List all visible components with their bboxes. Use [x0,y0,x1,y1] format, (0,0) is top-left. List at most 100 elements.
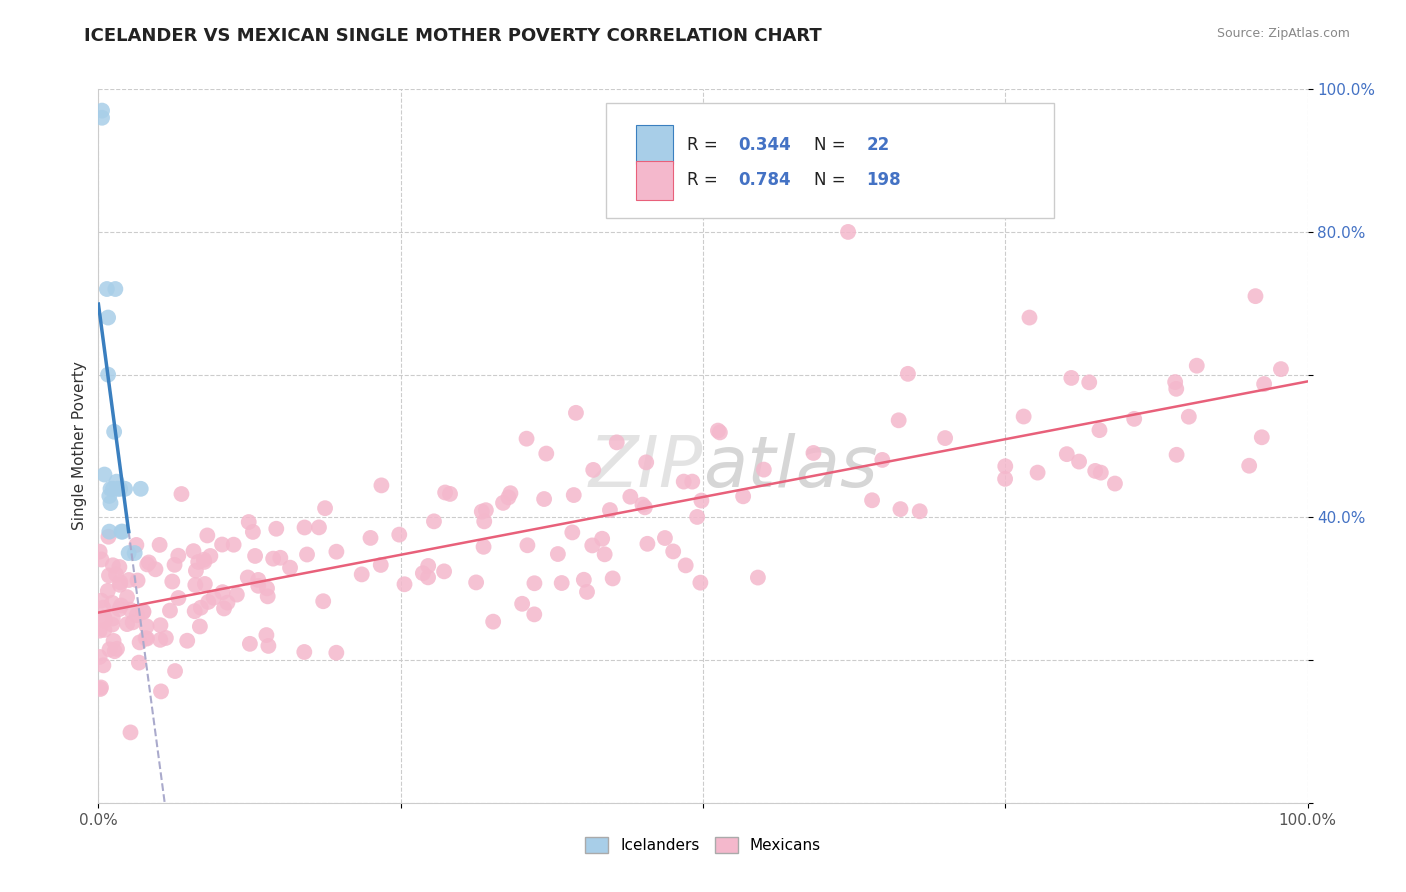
Point [434,485,457,500]
Point [105,641,128,656]
Point [115,590,138,604]
Point [163,558,186,572]
Point [90,593,112,607]
Point [606,435,628,450]
Point [350,567,373,582]
Point [105,475,128,489]
Point [90,681,112,695]
Text: R =: R = [688,171,723,189]
Point [370,478,392,492]
Point [176,633,198,648]
Point [572,573,595,587]
Point [98,524,121,539]
Point [243,549,266,563]
FancyBboxPatch shape [637,125,672,164]
Point [89,544,111,558]
Point [97,583,120,598]
Point [994,472,1017,486]
Point [897,367,920,381]
Point [190,600,212,615]
Point [325,545,347,559]
Point [689,575,711,590]
Point [90,552,112,566]
Point [124,546,146,560]
Point [388,527,411,541]
Point [183,544,205,558]
Y-axis label: Single Mother Poverty: Single Mother Poverty [72,361,87,531]
Point [634,500,657,515]
Point [1250,430,1272,444]
Text: ZIP: ZIP [589,433,703,502]
Point [1164,375,1187,389]
Point [125,538,148,552]
Point [565,406,588,420]
Text: ICELANDER VS MEXICAN SINGLE MOTHER POVERTY CORRELATION CHART: ICELANDER VS MEXICAN SINGLE MOTHER POVER… [84,27,823,45]
Point [662,544,685,558]
Point [93,610,115,624]
Point [837,225,859,239]
Point [150,684,173,698]
Point [110,575,132,590]
Point [165,664,187,678]
Text: 0.344: 0.344 [738,136,790,153]
Point [125,608,148,623]
Point [547,547,569,561]
Point [360,531,382,545]
Point [593,547,616,561]
Point [591,532,613,546]
Text: N =: N = [814,171,851,189]
Point [1178,409,1201,424]
Point [93,467,115,482]
Text: 198: 198 [866,171,901,189]
Point [187,555,209,569]
Point [1012,409,1035,424]
Text: 0.784: 0.784 [738,171,790,189]
Point [167,591,190,605]
Point [101,482,124,496]
Point [91,103,114,118]
Point [860,493,883,508]
Point [135,619,157,633]
Point [575,585,598,599]
Point [108,602,131,616]
FancyBboxPatch shape [637,161,672,200]
Point [149,538,172,552]
Point [100,482,122,496]
Point [295,548,318,562]
Point [562,488,585,502]
Point [101,558,124,573]
Point [889,502,911,516]
Point [278,560,301,574]
Point [523,607,546,622]
Point [1056,447,1078,461]
Point [599,503,621,517]
Point [202,591,225,605]
Point [93,623,115,637]
Point [1090,466,1112,480]
Point [129,482,152,496]
Point [1088,423,1111,437]
Point [475,503,498,517]
Point [510,597,533,611]
Point [747,570,769,584]
Point [1026,466,1049,480]
Point [681,475,703,489]
Point [225,588,247,602]
Point [533,491,555,506]
Point [115,617,138,632]
Point [120,725,142,739]
Point [114,482,136,496]
Point [254,628,277,642]
Point [471,505,494,519]
Point [257,639,280,653]
Point [91,600,114,615]
FancyBboxPatch shape [606,103,1053,218]
Point [416,570,439,584]
Point [1123,412,1146,426]
Point [121,615,143,630]
Point [211,585,233,599]
Point [98,642,121,657]
Point [1166,382,1188,396]
Point [1270,362,1292,376]
Point [370,558,392,572]
